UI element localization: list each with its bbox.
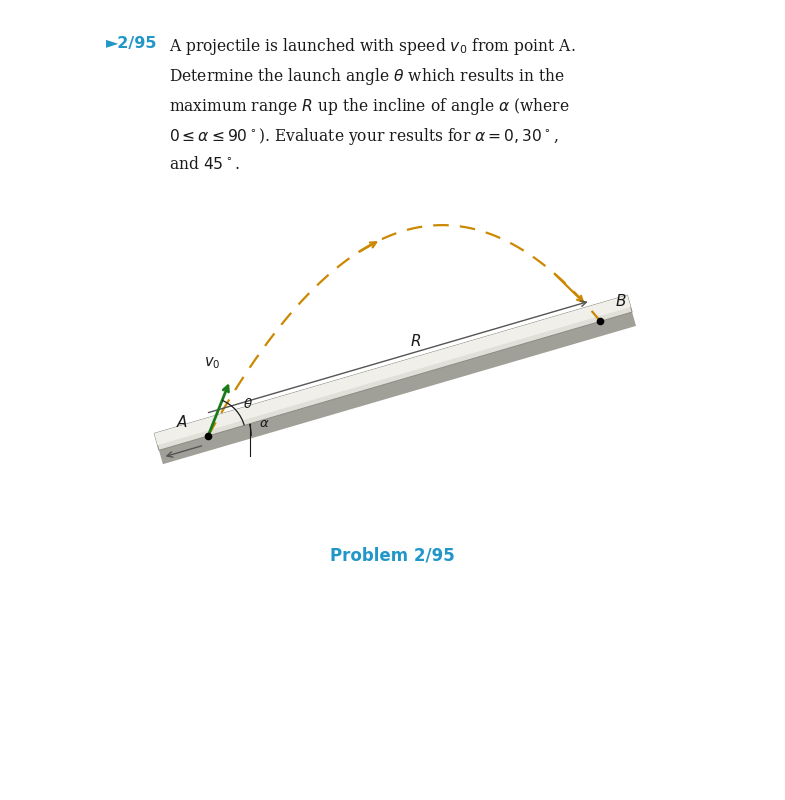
Text: $\alpha$: $\alpha$ [259,417,269,430]
Text: $\theta$: $\theta$ [243,397,253,411]
Text: Determine the launch angle $\theta$ which results in the: Determine the launch angle $\theta$ whic… [169,66,564,87]
Text: $B$: $B$ [615,294,626,310]
Text: $A$: $A$ [176,414,188,430]
Polygon shape [154,295,632,450]
Text: $R$: $R$ [410,333,421,349]
Polygon shape [159,312,636,464]
Text: $v_0$: $v_0$ [204,355,221,370]
Text: Problem 2/95: Problem 2/95 [330,547,455,565]
Text: $0 \leq \alpha \leq 90^\circ$). Evaluate your results for $\alpha = 0, 30^\circ$: $0 \leq \alpha \leq 90^\circ$). Evaluate… [169,126,558,147]
Text: A projectile is launched with speed $v_0$ from point A.: A projectile is launched with speed $v_0… [169,36,575,57]
Polygon shape [154,295,630,446]
Text: maximum range $R$ up the incline of angle $\alpha$ (where: maximum range $R$ up the incline of angl… [169,96,569,117]
Text: ►2/95: ►2/95 [106,36,158,51]
Text: and $45^\circ$.: and $45^\circ$. [169,156,239,173]
